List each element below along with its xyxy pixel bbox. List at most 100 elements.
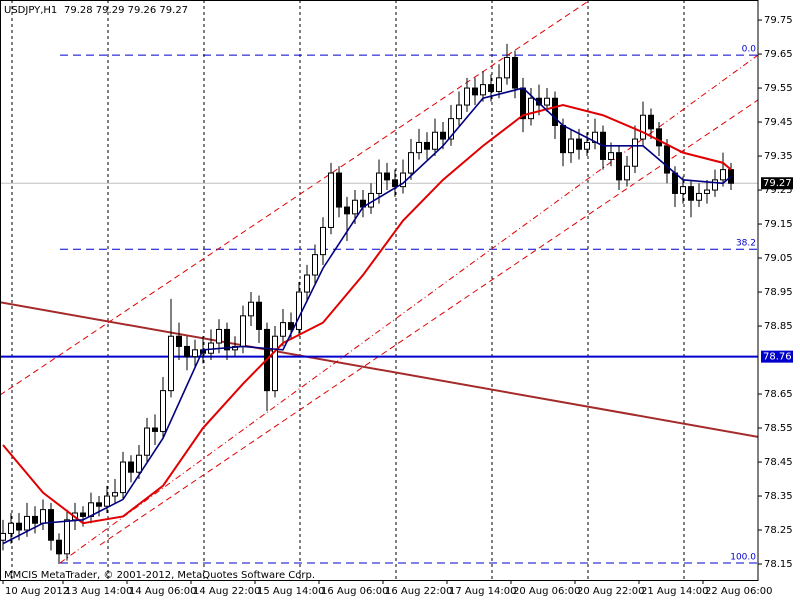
trend-line [0,0,591,396]
candle-body [384,172,390,181]
y-tick-label: 79.15 [764,219,793,230]
candle-body [8,522,14,534]
candle-body [280,322,286,337]
y-tick-label: 79.75 [764,15,793,26]
fib-label: 38.2 [736,239,756,249]
candle-body [296,291,302,330]
plot-area [0,0,758,580]
trend-line [99,99,758,546]
candle-body [680,186,686,194]
trend-line [0,301,758,438]
candle-body [656,128,662,147]
candle-body [512,56,518,89]
candle-body [416,141,422,154]
candle-body [624,165,630,181]
candle-body [64,519,70,555]
candle-body [720,169,726,181]
candle-body [208,342,214,354]
candle-body [248,301,254,317]
x-tick-label: 20 Aug 06:00 [513,586,580,597]
candle-body [368,192,374,208]
price-label-box [761,177,793,190]
candle-body [424,141,430,150]
candle-body [40,509,46,524]
candle-body [328,172,334,228]
candle-body [472,87,478,96]
candle-body [576,138,582,150]
candle-body [664,145,670,174]
candle-body [640,114,646,140]
y-tick-label: 78.25 [764,525,793,536]
price-label: 79.27 [763,178,792,189]
y-tick-label: 79.05 [764,253,793,264]
overlay: USDJPY,H1 79.28 79.29 79.26 79.27 MMCIS … [4,5,756,581]
candle-body [312,254,318,276]
candle-body [128,461,134,473]
candle-body [448,118,454,140]
x-tick-label: 21 Aug 14:00 [641,586,708,597]
footer: MMCIS MetaTrader, © 2001-2012, MetaQuote… [4,570,315,581]
candle-body [616,152,622,181]
candle-body [496,77,502,92]
x-tick-label: 14 Aug 22:00 [193,586,260,597]
candle-body [432,131,438,150]
candle-body [544,97,550,106]
x-tick-label: 13 Aug 14:00 [65,586,132,597]
x-tick-label: 15 Aug 14:00 [257,586,324,597]
candle-body [0,532,6,541]
candle-body [176,335,182,347]
candle-body [456,104,462,120]
x-tick-label: 22 Aug 06:00 [705,586,772,597]
candle-body [152,427,158,432]
candle-body [672,172,678,194]
candle-body [288,322,294,330]
price-label: 78.76 [763,352,792,363]
candle-body [168,335,174,392]
y-tick-label: 79.45 [764,117,793,128]
candle-body [304,274,310,293]
candle-body [224,328,230,351]
candle-body [320,226,326,256]
candle-body [464,87,470,106]
candle-body [336,172,342,208]
candle-body [344,206,350,215]
candle-body [584,141,590,150]
y-tick-label: 78.85 [764,321,793,332]
x-tick-label: 14 Aug 06:00 [129,586,196,597]
candle-body [16,522,22,531]
candle-body [112,492,118,497]
candle-body [704,189,710,194]
candle-body [712,179,718,191]
moving-average [2,104,732,525]
candle-body [408,152,414,174]
candle-body [560,124,566,154]
candle-body [608,152,614,160]
candle-body [696,192,702,201]
fib-label: 0.0 [742,45,757,55]
x-tick-label: 10 Aug 2012 [5,586,69,597]
y-tick-label: 79.35 [764,151,793,162]
candle-body [376,172,382,194]
fib-label: 100.0 [730,553,756,563]
candle-body [440,131,446,140]
candle-body [552,97,558,126]
candle-body [32,515,38,524]
candle-body [256,301,262,330]
candle-body [528,97,534,120]
y-tick-label: 78.95 [764,287,793,298]
candle-body [192,349,198,358]
candle-body [216,328,222,344]
y-tick-label: 78.65 [764,389,793,400]
candle-body [632,138,638,167]
candle-body [104,495,110,507]
candle-body [48,509,54,541]
candle-body [392,179,398,188]
y-tick-label: 79.25 [764,185,793,196]
x-tick-label: 20 Aug 22:00 [577,586,644,597]
y-tick-label: 78.15 [764,559,793,570]
y-tick-label: 78.35 [764,491,793,502]
candle-body [120,461,126,494]
candle-body [160,390,166,432]
